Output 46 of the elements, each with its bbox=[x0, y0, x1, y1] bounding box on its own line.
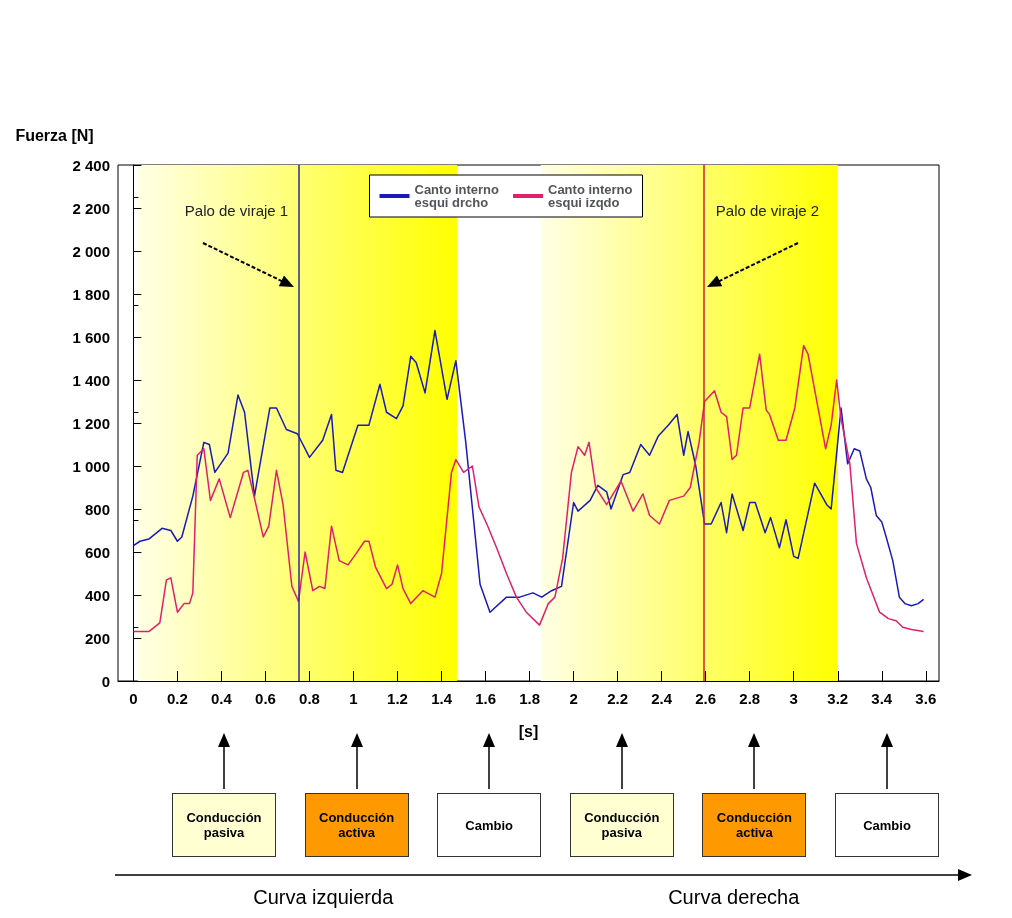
x-tick-label: 3.4 bbox=[871, 690, 893, 707]
legend-label: Canto interno esqui drcho bbox=[414, 182, 500, 210]
x-tick-label: 1.4 bbox=[431, 690, 453, 707]
x-tick-label: 2.2 bbox=[607, 690, 629, 707]
x-tick-label: 3 bbox=[789, 690, 798, 707]
text: Curva izquierda bbox=[253, 886, 394, 909]
y-tick-label: 1 600 bbox=[72, 328, 110, 346]
y-axis-title: Fuerza [N] bbox=[15, 126, 94, 144]
y-tick-label: 600 bbox=[84, 543, 110, 561]
x-tick-label: 0.4 bbox=[211, 690, 233, 707]
x-tick-label: 2.6 bbox=[695, 690, 717, 707]
y-tick-label: 2 200 bbox=[72, 199, 110, 217]
y-tick-label: 400 bbox=[84, 586, 110, 604]
x-tick-label: 2.4 bbox=[651, 690, 673, 707]
y-tick-label: 0 bbox=[101, 672, 110, 690]
x-tick-label: 0.2 bbox=[167, 690, 188, 707]
y-tick-label: 1 000 bbox=[72, 457, 110, 475]
ref-line-label: Palo de viraje 2 bbox=[715, 202, 820, 219]
y-tick-label: 800 bbox=[84, 500, 110, 518]
x-tick-label: 2 bbox=[569, 690, 578, 707]
x-tick-label: 0 bbox=[129, 690, 138, 707]
x-tick-label: 2.8 bbox=[739, 690, 761, 707]
x-tick-label: 1.8 bbox=[519, 690, 541, 707]
y-tick-label: 1 200 bbox=[72, 414, 110, 432]
x-tick-label: 1.2 bbox=[387, 690, 408, 707]
y-tick-label: 200 bbox=[84, 629, 110, 647]
text: Conducción pasiva bbox=[569, 793, 674, 857]
text: Conducción activa bbox=[702, 793, 807, 857]
y-tick-label: 1 800 bbox=[72, 285, 110, 303]
text: Cambio bbox=[835, 793, 939, 857]
y-tick-label: 1 400 bbox=[72, 371, 110, 389]
x-axis-title: [s] bbox=[518, 722, 539, 740]
text: Conducción activa bbox=[304, 793, 409, 857]
x-tick-label: 3.6 bbox=[915, 690, 937, 707]
y-tick-label: 2 000 bbox=[72, 242, 110, 260]
x-tick-label: 1.6 bbox=[475, 690, 497, 707]
text: Cambio bbox=[437, 793, 542, 857]
x-tick-label: 3.2 bbox=[827, 690, 849, 707]
legend-label: Canto interno esqui izqdo bbox=[548, 182, 633, 210]
x-tick-label: 0.8 bbox=[299, 690, 320, 707]
x-tick-label: 1 bbox=[349, 690, 358, 707]
x-tick-label: 0.6 bbox=[255, 690, 276, 707]
y-tick-label: 2 400 bbox=[72, 156, 110, 174]
ref-line-label: Palo de viraje 1 bbox=[184, 202, 289, 219]
text: Conducción pasiva bbox=[172, 793, 276, 857]
text: Curva derecha bbox=[668, 886, 800, 909]
